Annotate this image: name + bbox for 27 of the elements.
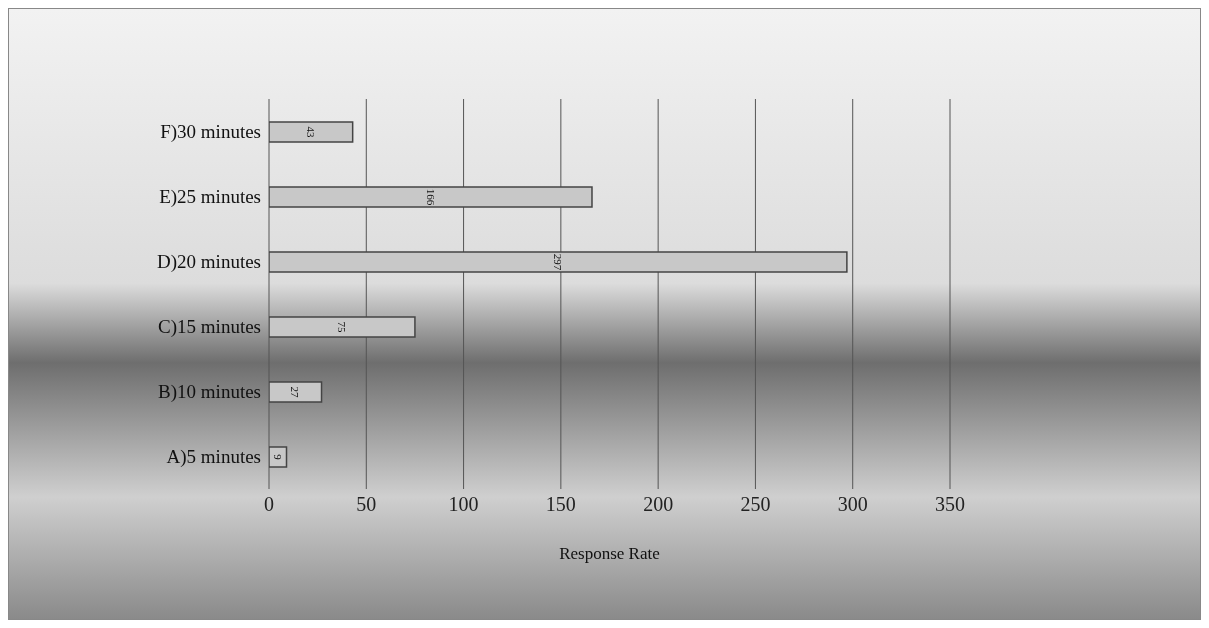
x-tick-label: 50 bbox=[356, 493, 377, 516]
x-tick-label: 0 bbox=[264, 493, 274, 516]
x-tick-label: 150 bbox=[545, 493, 576, 516]
bar bbox=[269, 381, 323, 403]
y-tick-label: E)25 minutes bbox=[159, 186, 261, 209]
y-tick-label: F)30 minutes bbox=[160, 121, 261, 144]
data-label: 75 bbox=[336, 321, 349, 333]
x-tick-label: 100 bbox=[448, 493, 479, 516]
bar bbox=[269, 121, 354, 143]
x-tick-label: 250 bbox=[740, 493, 771, 516]
data-label: 166 bbox=[424, 188, 437, 206]
x-tick-label: 300 bbox=[837, 493, 868, 516]
x-tick-label: 350 bbox=[935, 493, 965, 516]
x-tick-label: 200 bbox=[643, 493, 674, 516]
bar bbox=[269, 316, 416, 338]
y-tick-label: B)10 minutes bbox=[158, 381, 261, 404]
y-tick-label: A)5 minutes bbox=[166, 446, 261, 469]
x-axis-title: Response Rate bbox=[559, 544, 660, 563]
y-tick-label: C)15 minutes bbox=[158, 316, 261, 339]
data-label: 9 bbox=[271, 454, 284, 461]
bar bbox=[269, 251, 848, 273]
y-tick-label: D)20 minutes bbox=[157, 251, 261, 274]
data-label: 297 bbox=[552, 253, 565, 271]
data-label: 27 bbox=[289, 386, 302, 398]
data-label: 43 bbox=[304, 126, 317, 138]
bar bbox=[269, 446, 288, 468]
bar bbox=[269, 186, 593, 208]
